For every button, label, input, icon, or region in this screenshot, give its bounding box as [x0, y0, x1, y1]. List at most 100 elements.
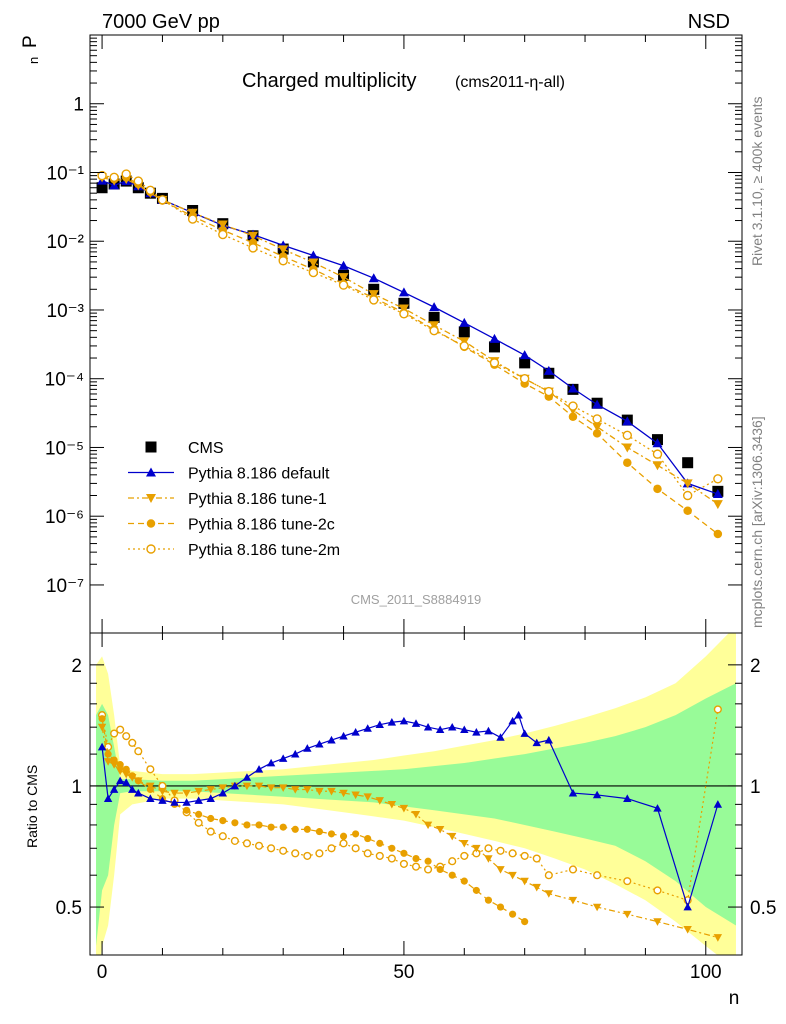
ratio-point-pythia-8-186-tune-2m: [128, 738, 137, 747]
ratio-point-pythia-8-186-default: [508, 716, 517, 725]
ratio-point-pythia-8-186-default: [532, 738, 541, 747]
main-point-pythia-8-186-tune-2m: [489, 358, 500, 368]
main-point-pythia-8-186-tune-2m: [713, 474, 723, 484]
main-point-pythia-8-186-default: [712, 489, 723, 499]
ratio-point-pythia-8-186-tune-1: [568, 896, 578, 905]
ratio-point-pythia-8-186-default: [496, 733, 505, 741]
ratio-point-pythia-8-186-tune-2m: [104, 742, 113, 752]
ratio-axis-ticks: 0.5 0.5 1 1 2 2 0 50 100: [56, 633, 776, 983]
main-y-tick-label: 10⁻³: [47, 301, 85, 322]
main-axis-ticks: 10⁻⁷ 10⁻⁶ 10⁻⁵ 10⁻⁴ 10⁻³ 10⁻² 10⁻¹ 1: [45, 35, 742, 633]
ratio-point-pythia-8-186-tune-1: [713, 934, 723, 942]
ratio-point-pythia-8-186-default: [128, 785, 137, 793]
uncertainty-band-inner: [96, 683, 736, 947]
main-data-layer: [96, 169, 724, 539]
main-point-cms: [519, 357, 531, 369]
main-point-pythia-8-186-tune-2m: [592, 414, 602, 424]
ratio-point-pythia-8-186-tune-2m: [653, 886, 662, 895]
ratio-point-pythia-8-186-tune-1: [206, 786, 215, 794]
ratio-point-pythia-8-186-default: [122, 778, 131, 786]
ratio-point-pythia-8-186-default: [544, 735, 554, 744]
ratio-point-pythia-8-186-tune-2m: [520, 851, 529, 860]
ratio-point-pythia-8-186-tune-2c: [279, 823, 287, 831]
ratio-point-pythia-8-186-tune-2c: [243, 821, 251, 829]
ratio-point-pythia-8-186-tune-2c: [460, 877, 468, 885]
side-label-rivet: Rivet 3.1.10, ≥ 400k events: [749, 96, 765, 266]
main-panel: 10⁻⁷ 10⁻⁶ 10⁻⁵ 10⁻⁴ 10⁻³ 10⁻² 10⁻¹ 1 Charged mu…: [20, 34, 743, 634]
ratio-point-pythia-8-186-tune-2c: [388, 844, 396, 852]
ratio-point-pythia-8-186-tune-1: [484, 855, 493, 863]
ratio-point-pythia-8-186-tune-1: [496, 866, 505, 874]
ratio-point-pythia-8-186-tune-2c: [339, 832, 348, 840]
ratio-point-pythia-8-186-tune-1: [472, 844, 481, 853]
ratio-point-pythia-8-186-tune-1: [435, 826, 445, 834]
main-point-pythia-8-186-tune-2m: [157, 195, 168, 205]
main-point-pythia-8-186-tune-1: [278, 245, 289, 255]
main-point-pythia-8-186-tune-2m: [568, 401, 578, 411]
ratio-point-pythia-8-186-tune-1: [363, 793, 372, 801]
main-point-pythia-8-186-tune-1: [652, 461, 663, 471]
ratio-point-pythia-8-186-default: [351, 728, 360, 736]
ratio-point-pythia-8-186-tune-2c: [484, 896, 493, 904]
ratio-point-pythia-8-186-tune-2c: [183, 806, 191, 814]
ratio-point-pythia-8-186-default: [115, 776, 125, 785]
main-subtitle: (cms2011-η-all): [455, 74, 565, 91]
main-point-pythia-8-186-tune-1: [338, 273, 349, 283]
legend-marker-pythia-8-186-tune-1: [146, 494, 156, 503]
ratio-point-pythia-8-186-default: [411, 719, 421, 727]
ratio-point-pythia-8-186-tune-2c: [472, 886, 480, 894]
main-point-pythia-8-186-default: [459, 317, 470, 327]
ratio-point-pythia-8-186-tune-2m: [375, 851, 384, 860]
ratio-point-pythia-8-186-default: [435, 725, 445, 734]
main-y-axis-label-subscript: n: [26, 57, 41, 64]
ratio-point-pythia-8-186-tune-1: [242, 782, 252, 791]
ratio-point-pythia-8-186-default: [375, 720, 384, 729]
ratio-point-pythia-8-186-tune-1: [508, 871, 517, 880]
main-point-pythia-8-186-tune-2m: [544, 386, 554, 397]
ratio-point-pythia-8-186-tune-1: [254, 782, 264, 791]
ratio-point-pythia-8-186-tune-1: [448, 832, 457, 841]
ratio-point-pythia-8-186-tune-1: [653, 918, 662, 926]
ratio-point-pythia-8-186-tune-2m: [532, 854, 541, 863]
ratio-point-pythia-8-186-tune-2c: [116, 761, 124, 769]
ratio-y-tick-label-right: 1: [750, 777, 761, 798]
ratio-point-pythia-8-186-default: [230, 781, 240, 790]
ratio-point-pythia-8-186-tune-2m: [303, 851, 312, 860]
ratio-point-pythia-8-186-tune-1: [146, 782, 155, 791]
ratio-point-pythia-8-186-tune-2m: [122, 732, 131, 741]
ratio-point-pythia-8-186-tune-1: [97, 723, 107, 732]
ratio-point-pythia-8-186-default: [448, 722, 457, 731]
ratio-point-pythia-8-186-tune-2m: [146, 765, 155, 774]
main-point-pythia-8-186-tune-2m: [109, 172, 119, 183]
x-tick-label: 100: [690, 962, 722, 983]
ratio-point-pythia-8-186-default: [472, 728, 481, 736]
ratio-y-axis-label: Ratio to CMS: [24, 765, 40, 848]
ratio-point-pythia-8-186-tune-1: [194, 787, 203, 796]
main-point-pythia-8-186-tune-1: [622, 443, 633, 453]
ratio-point-pythia-8-186-default: [520, 729, 529, 737]
ratio-point-pythia-8-186-tune-2c: [231, 819, 239, 827]
ratio-point-pythia-8-186-tune-2m: [363, 849, 372, 858]
legend-marker-pythia-8-186-default: [146, 467, 156, 477]
ratio-point-pythia-8-186-default: [97, 742, 107, 751]
main-point-pythia-8-186-tune-2m: [278, 256, 288, 266]
legend: CMS Pythia 8.186 default Pythia 8.186 tune…: [128, 440, 340, 559]
ratio-point-pythia-8-186-tune-1: [266, 784, 276, 792]
process-label: NSD: [688, 11, 730, 33]
ratio-point-pythia-8-186-tune-2c: [195, 810, 203, 818]
ratio-point-pythia-8-186-tune-2c: [267, 823, 275, 831]
ratio-point-pythia-8-186-tune-2m: [351, 844, 360, 853]
ratio-point-pythia-8-186-tune-1: [520, 877, 529, 886]
x-axis-label: n: [729, 988, 740, 1009]
ratio-point-pythia-8-186-tune-2c: [303, 825, 311, 833]
ratio-point-pythia-8-186-tune-2c: [448, 871, 456, 879]
ratio-point-pythia-8-186-default: [242, 773, 252, 781]
main-point-pythia-8-186-tune-2m: [682, 490, 693, 501]
ratio-point-pythia-8-186-tune-1: [278, 784, 288, 792]
ratio-point-pythia-8-186-default: [363, 724, 372, 732]
main-point-pythia-8-186-tune-2c: [653, 484, 662, 494]
main-point-pythia-8-186-tune-1: [308, 258, 319, 268]
ratio-point-pythia-8-186-tune-1: [532, 883, 541, 892]
ratio-point-pythia-8-186-tune-1: [128, 774, 137, 782]
main-point-pythia-8-186-tune-1: [712, 500, 723, 510]
